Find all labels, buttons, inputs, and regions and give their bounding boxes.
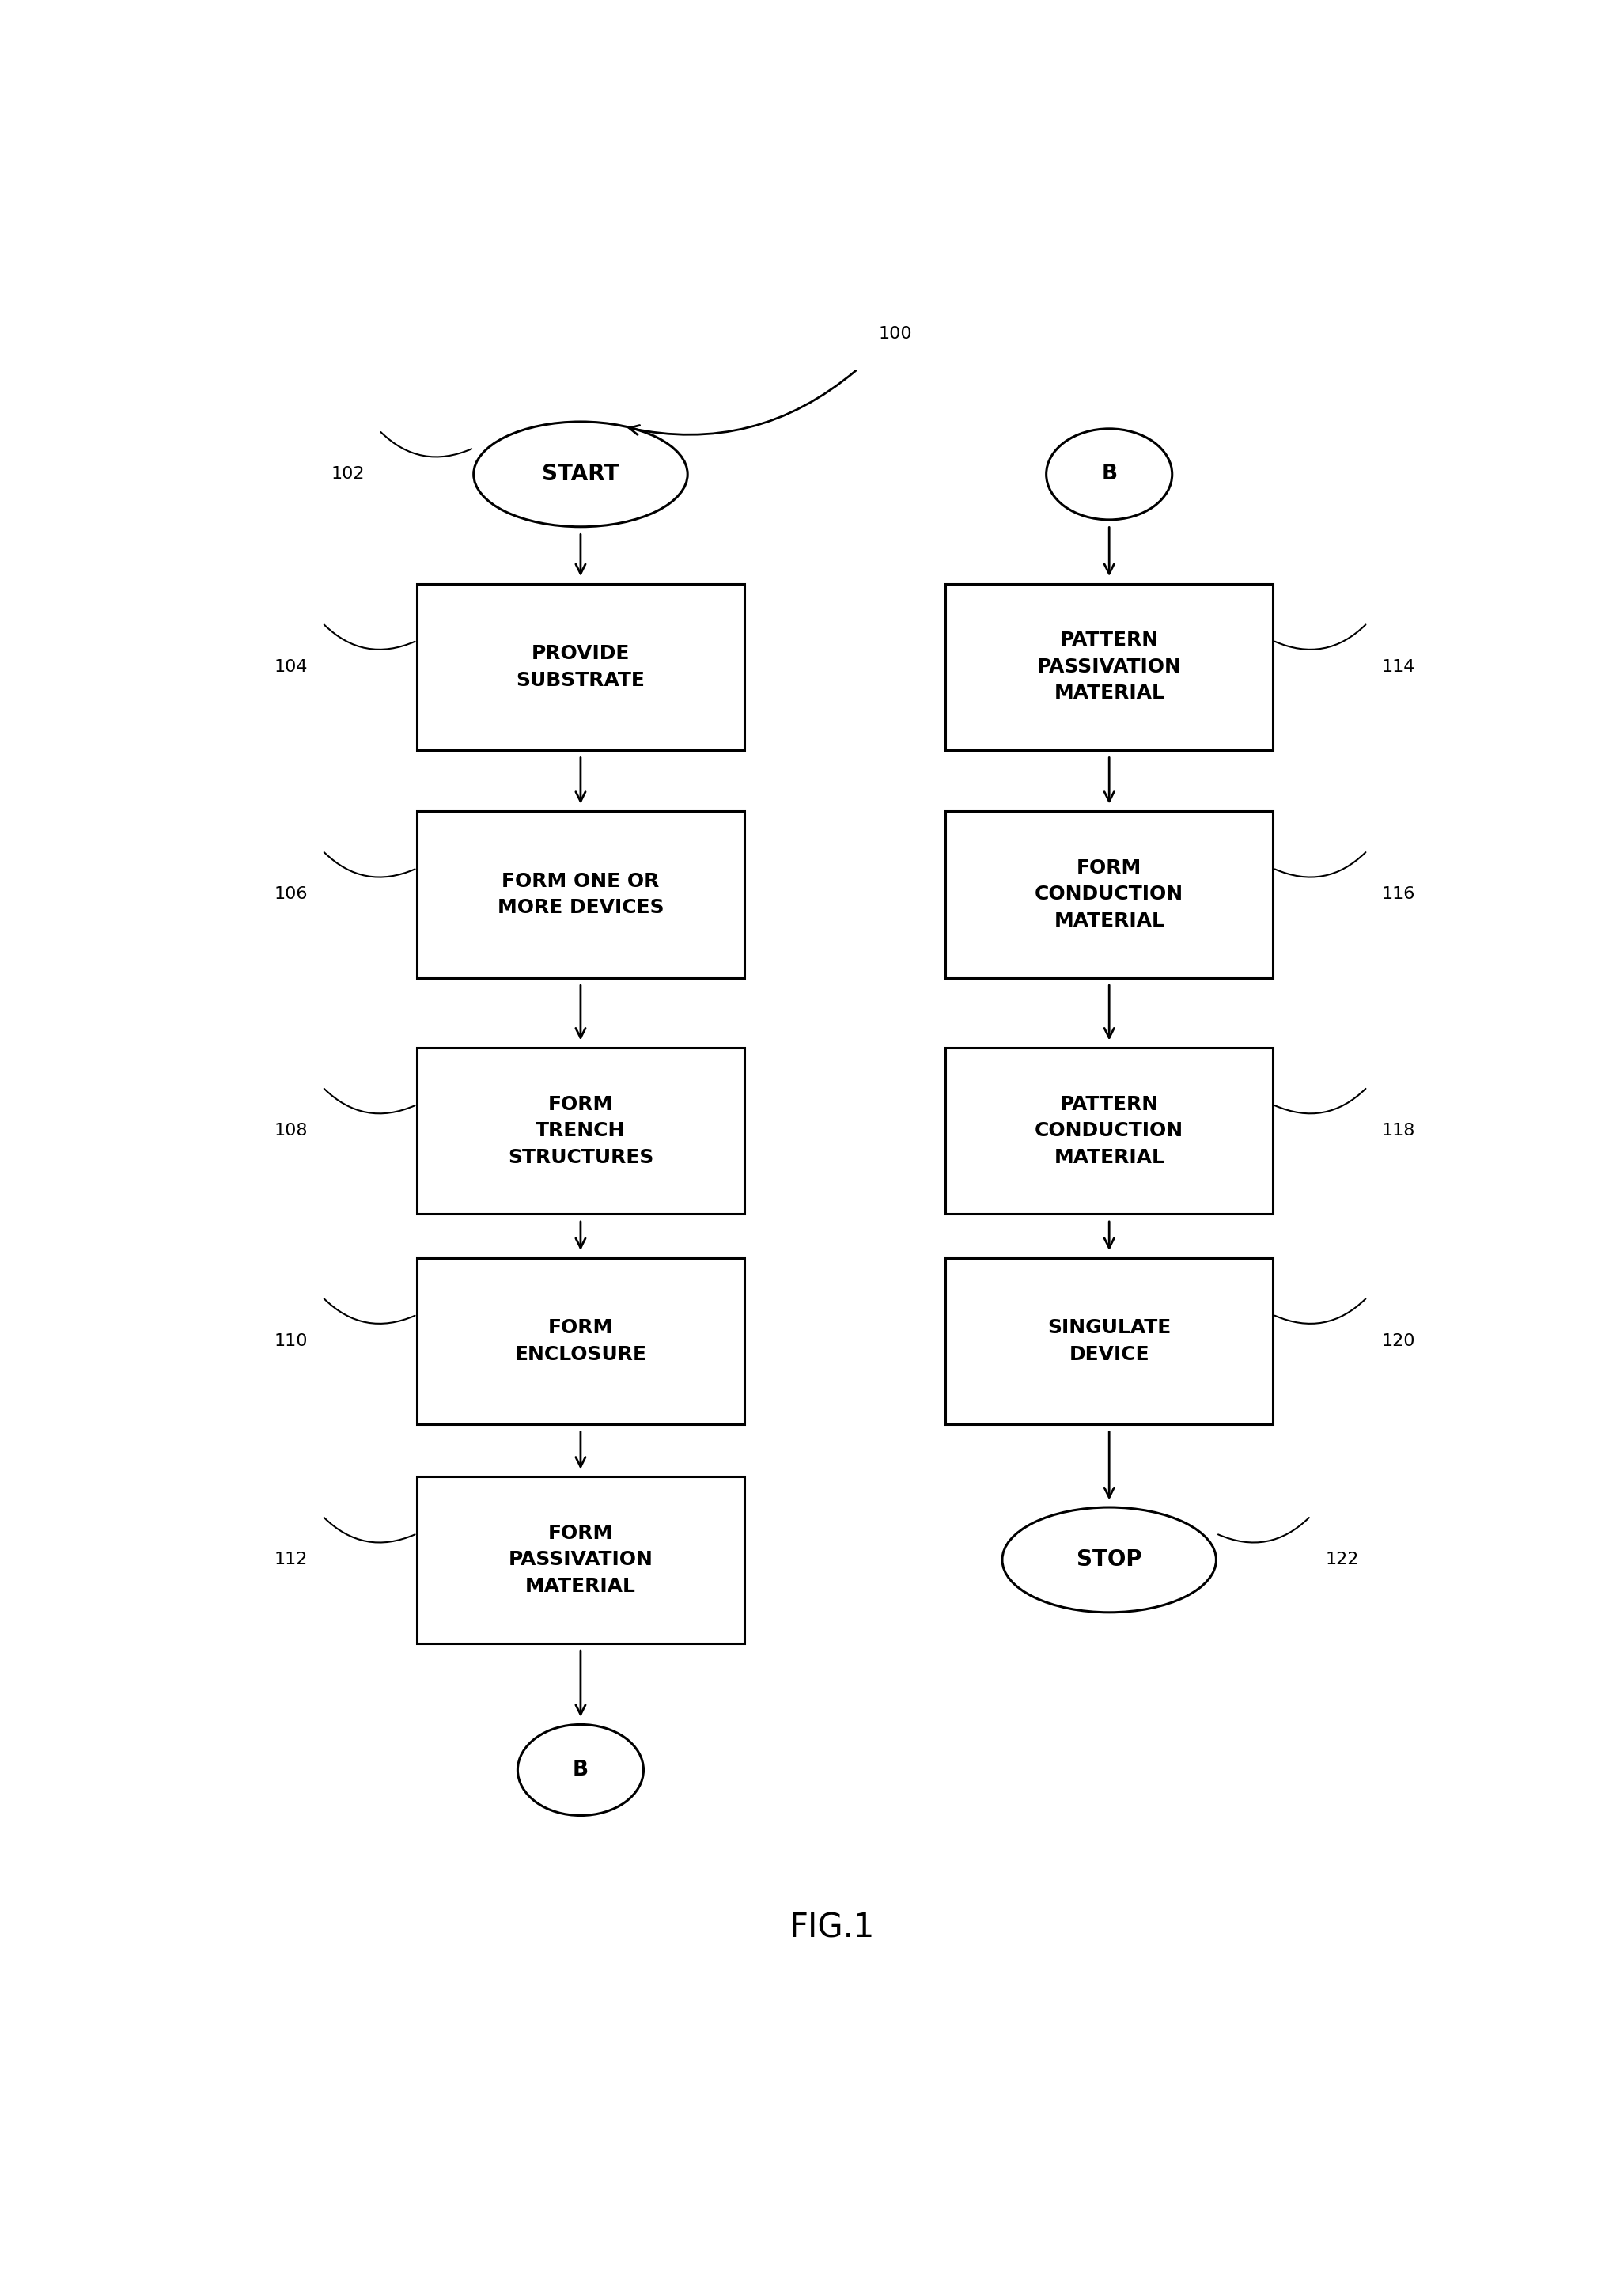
Text: 106: 106 (274, 887, 309, 903)
Text: SINGULATE
DEVICE: SINGULATE DEVICE (1047, 1319, 1171, 1364)
Text: FORM ONE OR
MORE DEVICES: FORM ONE OR MORE DEVICES (497, 871, 664, 916)
Text: PROVIDE
SUBSTRATE: PROVIDE SUBSTRATE (516, 644, 645, 689)
FancyBboxPatch shape (945, 1048, 1273, 1214)
Ellipse shape (518, 1724, 643, 1815)
Text: START: START (542, 464, 619, 484)
Text: 108: 108 (274, 1123, 309, 1139)
Text: B: B (573, 1760, 588, 1781)
FancyBboxPatch shape (417, 584, 744, 750)
Text: STOP: STOP (1077, 1549, 1142, 1571)
FancyBboxPatch shape (945, 584, 1273, 750)
Text: 102: 102 (331, 466, 364, 482)
FancyBboxPatch shape (417, 1258, 744, 1424)
Text: FORM
PASSIVATION
MATERIAL: FORM PASSIVATION MATERIAL (508, 1524, 653, 1596)
Text: B: B (1101, 464, 1117, 484)
Text: FORM
CONDUCTION
MATERIAL: FORM CONDUCTION MATERIAL (1034, 860, 1184, 930)
Text: 116: 116 (1382, 887, 1416, 903)
Text: 120: 120 (1382, 1333, 1416, 1348)
FancyBboxPatch shape (945, 812, 1273, 978)
Text: 112: 112 (274, 1551, 309, 1567)
Text: PATTERN
PASSIVATION
MATERIAL: PATTERN PASSIVATION MATERIAL (1036, 630, 1182, 703)
FancyBboxPatch shape (417, 812, 744, 978)
Ellipse shape (474, 421, 687, 528)
Text: 114: 114 (1382, 659, 1416, 675)
Text: FORM
ENCLOSURE: FORM ENCLOSURE (515, 1319, 646, 1364)
Text: 110: 110 (274, 1333, 309, 1348)
FancyBboxPatch shape (945, 1258, 1273, 1424)
Text: FORM
TRENCH
STRUCTURES: FORM TRENCH STRUCTURES (508, 1094, 653, 1167)
Text: 100: 100 (879, 325, 913, 341)
Text: PATTERN
CONDUCTION
MATERIAL: PATTERN CONDUCTION MATERIAL (1034, 1094, 1184, 1167)
Text: FIG.1: FIG.1 (789, 1910, 875, 1944)
Text: 122: 122 (1325, 1551, 1359, 1567)
FancyBboxPatch shape (417, 1048, 744, 1214)
Ellipse shape (1046, 430, 1173, 521)
Ellipse shape (1002, 1508, 1216, 1612)
Text: 104: 104 (274, 659, 309, 675)
Text: 118: 118 (1382, 1123, 1416, 1139)
FancyBboxPatch shape (417, 1476, 744, 1644)
